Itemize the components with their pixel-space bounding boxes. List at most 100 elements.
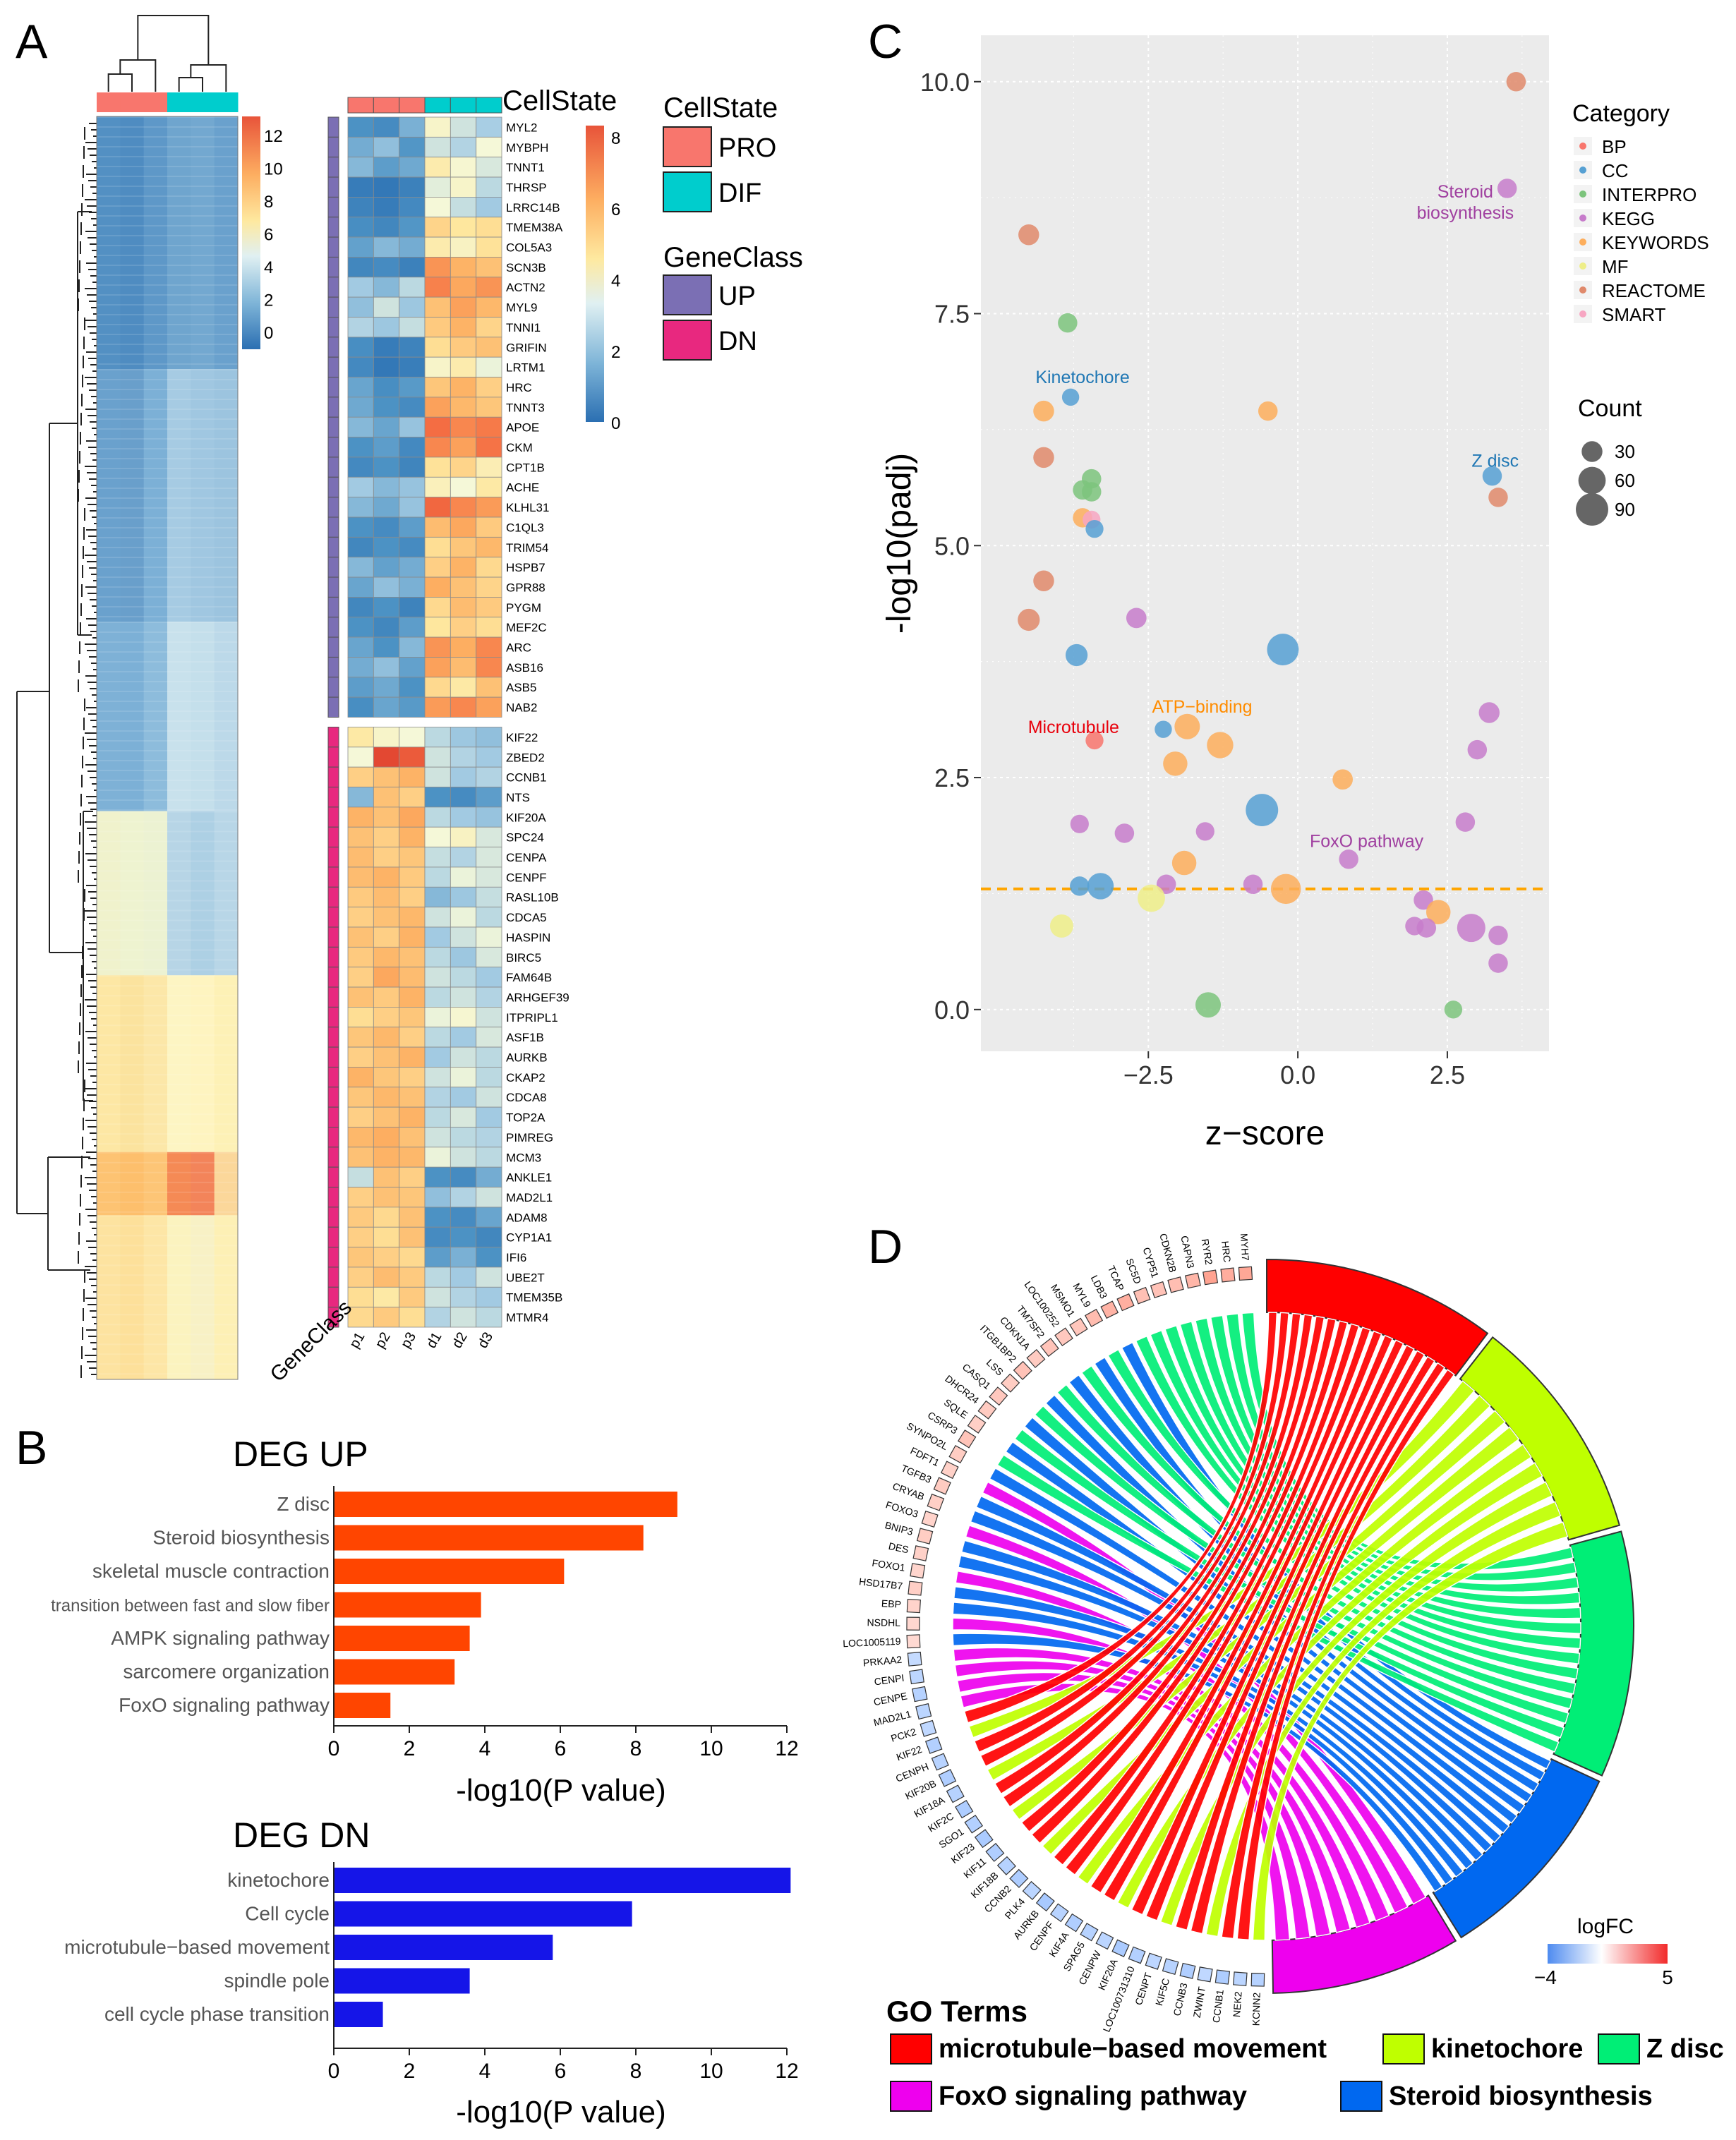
scatter-point [1270,873,1301,905]
scatter-point [1065,643,1088,667]
gene-heatmap-cell [476,497,502,518]
gene-class-cell [327,356,339,378]
gene-heatmap-cell [347,657,374,678]
scatter-point [1082,482,1102,502]
sample-label: p2 [373,1330,394,1351]
scatter-point [1332,769,1354,790]
gene-class-cell [327,476,339,498]
big-heatmap-scale: 12 10 8 6 4 2 0 [242,116,283,349]
big-heatmap-block [97,369,121,622]
gene-heatmap-cell [347,516,374,538]
bar [334,1935,553,1960]
big-heatmap-block [167,1215,191,1380]
big-heatmap-stripe [97,126,238,128]
big-heatmap-block [167,811,191,976]
gene-heatmap-cell [347,886,374,908]
gene-heatmap-cell [476,416,502,438]
big-heatmap-stripe [97,418,238,420]
big-heatmap-block [191,975,215,1153]
gene-heatmap-cell [424,377,451,398]
gene-logfc-square [1197,1966,1213,1983]
big-heatmap-stripe [97,334,238,335]
gene-label: CKM [506,441,533,454]
gene-heatmap-cell [399,416,426,438]
gene-logfc-square [974,1829,994,1849]
big-heatmap-stripe [97,1373,238,1375]
gene-class-cell [327,196,339,218]
big-heatmap-stripe [97,909,238,912]
big-heatmap-stripe [97,701,238,702]
big-heatmap-stripe [97,166,238,167]
big-heatmap-block [143,1215,168,1380]
gene-logfc-square [1069,1317,1088,1337]
bar-x-tick-label: 12 [775,1737,798,1760]
gene-heatmap-cell [347,1207,374,1228]
gene-logfc-square [912,1686,928,1703]
go-term-arc [1553,1530,1634,1777]
gene-heatmap-cell [399,766,426,787]
gene-logfc-square [1001,1373,1020,1393]
gene-heatmap-cellstate-title: CellState [502,85,617,116]
chord-ribbon [1103,1334,1394,1902]
gene-label: MCM3 [506,1151,541,1164]
chord-ribbon [1174,1350,1425,1931]
gene-heatmap-cell [450,377,477,398]
sample-label: d3 [475,1330,496,1351]
gene-logfc-square [967,1415,987,1434]
gene-heatmap-cell [347,787,374,808]
gene-heatmap-cell [399,1127,426,1148]
big-heatmap-stripe [97,1235,238,1237]
gene-heatmap-cell [399,377,426,398]
scatter-point [1155,720,1172,738]
col-dendro-branch [178,77,203,92]
gene-class-cell [327,497,339,518]
big-heatmap-stripe [97,711,238,712]
legend-category-label: MF [1602,256,1629,277]
gene-heatmap-cell [450,766,477,787]
scatter-point [1425,900,1451,924]
gene-heatmap: MYL2 MYBPH TNNT1 THRSP LRRC14B TMEM38A COL5A3 S… [327,97,569,1351]
gene-heatmap-cell [450,1286,477,1308]
gene-class-cell [327,1106,339,1128]
big-heatmap-block [143,811,168,976]
gene-heatmap-cell [373,356,400,377]
legend-count-title: Count [1578,395,1642,422]
gene-heatmap-cell [476,257,502,278]
scatter-point [1049,914,1073,938]
gene-heatmap-cell [347,1267,374,1288]
gene-heatmap-cell [424,1087,451,1108]
gene-heatmap-cell [347,946,374,968]
panel-letter-d: D [868,1220,903,1274]
gene-logfc-square [1185,1272,1201,1289]
gene-heatmap-cell [450,176,477,198]
scatter-point [1018,608,1040,631]
gene-logfc-square [1250,1973,1265,1987]
logfc-gradient [1548,1944,1668,1964]
big-heatmap-block [214,369,239,622]
big-heatmap-block [120,1151,145,1216]
gene-heatmap-cell [399,696,426,718]
gene-logfc-square [1064,1913,1084,1933]
gene-heatmap-cell [399,1267,426,1288]
bar-category-label: sarcomere organization [123,1661,330,1683]
gene-class-cell [327,1187,339,1208]
deg-up-xlabel: -log10(P value) [456,1773,666,1808]
logfc-legend: logFC −4 5 [1534,1915,1673,1988]
gene-heatmap-cell [347,907,374,928]
bar-x-tick-label: 4 [479,2060,491,2083]
big-heatmap-stripe [97,890,238,892]
gene-label: PIMREG [506,1131,553,1144]
gene-heatmap-cell [347,317,374,338]
chord-ribbon [1190,1355,1435,1935]
logfc-min-label: −4 [1534,1966,1557,1988]
gene-heatmap-cell [476,1147,502,1168]
big-heatmap-stripe [97,1181,238,1183]
gene-class-cell [327,516,339,538]
gene-heatmap-cell [347,476,374,498]
gene-heatmap-cell [450,967,477,988]
gene-heatmap-cell [347,116,374,138]
gene-heatmap-cell [347,557,374,578]
big-heatmap-dendrogram [16,15,227,1378]
scatter-point [1457,914,1485,943]
big-heatmap-state-cell [97,92,121,112]
